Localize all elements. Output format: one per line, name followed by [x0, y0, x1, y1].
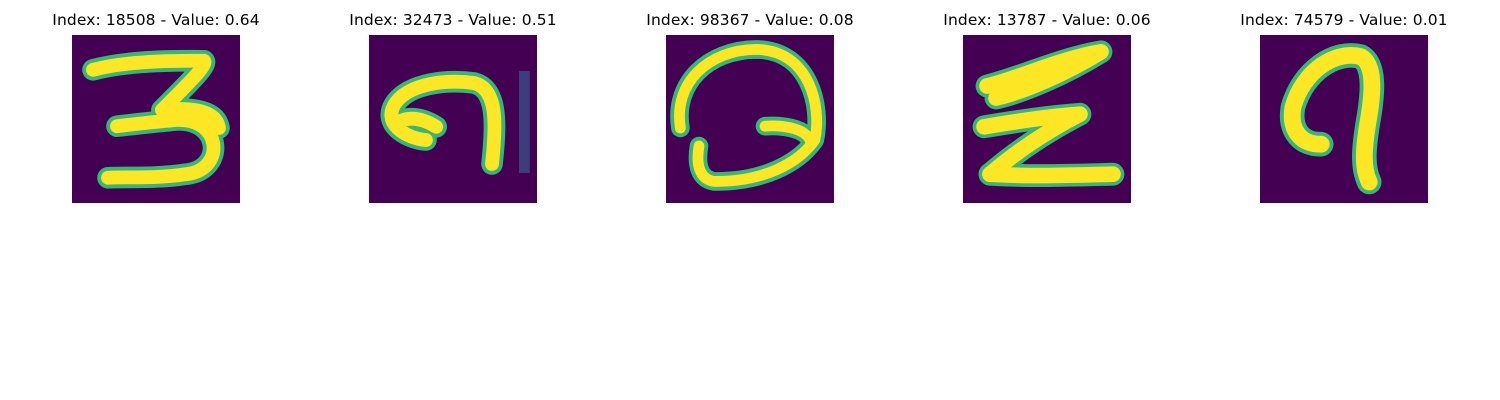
image-panel-3: Index: 98367 - Value: 0.08 [605, 0, 895, 210]
digit-image [1260, 35, 1428, 203]
panel-title: Index: 98367 - Value: 0.08 [646, 11, 854, 29]
panel-title: Index: 13787 - Value: 0.06 [943, 11, 1151, 29]
panel-title: Index: 18508 - Value: 0.64 [52, 11, 260, 29]
digit-image [72, 35, 240, 203]
image-panel-2: Index: 32473 - Value: 0.51 [308, 0, 598, 210]
digit-image [963, 35, 1131, 203]
panel-title: Index: 74579 - Value: 0.01 [1240, 11, 1448, 29]
digit-image [666, 35, 834, 203]
digit-image [369, 35, 537, 203]
image-panel-5: Index: 74579 - Value: 0.01 [1199, 0, 1489, 210]
panel-title: Index: 32473 - Value: 0.51 [349, 11, 557, 29]
image-panel-4: Index: 13787 - Value: 0.06 [902, 0, 1192, 210]
image-panel-1: Index: 18508 - Value: 0.64 [11, 0, 301, 210]
